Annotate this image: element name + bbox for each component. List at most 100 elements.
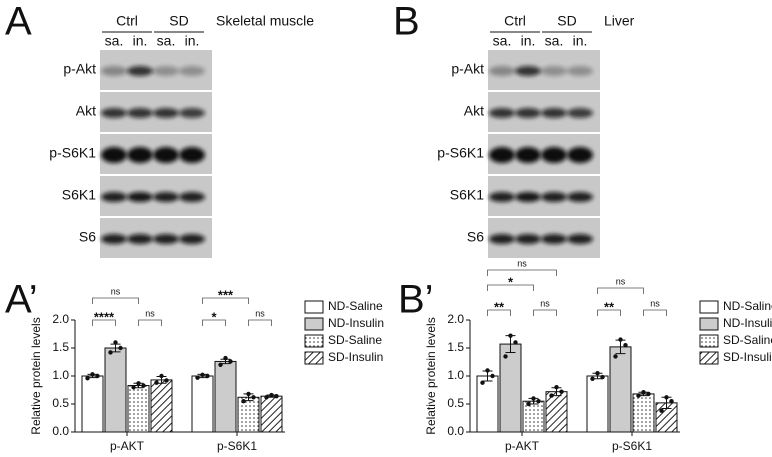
band: [127, 234, 153, 244]
lane-label: in.: [185, 33, 200, 49]
legend-swatch: [699, 317, 719, 331]
data-point: [485, 368, 490, 373]
data-point: [503, 354, 508, 359]
significance-label: ***: [218, 287, 234, 302]
legend-swatch: [304, 351, 324, 365]
data-point: [251, 395, 256, 400]
legend-label: SD-Saline: [723, 333, 772, 347]
bar: [632, 393, 655, 433]
legend-swatch: [699, 300, 719, 314]
significance-bracket: [202, 297, 249, 304]
significance-bracket: [248, 319, 272, 326]
bar: [499, 343, 522, 433]
panel-letter: A: [5, 0, 32, 44]
band: [127, 66, 153, 76]
bar: [127, 385, 150, 433]
data-point: [600, 374, 605, 380]
band: [101, 108, 127, 118]
band: [515, 66, 541, 76]
significance-label: *: [508, 274, 514, 289]
significance-bracket: [138, 319, 162, 326]
band: [153, 66, 179, 76]
data-point: [85, 376, 90, 381]
lane-label: sa.: [545, 33, 564, 49]
bar: [522, 400, 545, 433]
band: [541, 234, 567, 244]
data-point: [513, 340, 518, 345]
y-tick-label: 0.0: [52, 424, 69, 438]
row-label: Akt: [76, 103, 96, 119]
band: [489, 108, 515, 118]
group-label: SD: [557, 13, 576, 29]
legend-label: ND-Saline: [328, 299, 383, 313]
lane-label: sa.: [157, 33, 176, 49]
x-tick-label: p-S6K1: [217, 439, 257, 453]
legend-label: SD-Saline: [328, 333, 382, 347]
legend-swatch: [304, 300, 324, 314]
band: [101, 147, 127, 163]
band: [489, 66, 515, 76]
band: [153, 234, 179, 244]
data-point: [549, 393, 554, 398]
significance-bracket: [487, 284, 534, 291]
data-point: [205, 373, 210, 379]
data-point: [490, 373, 495, 379]
legend-label: ND-Saline: [723, 299, 772, 313]
bar: [150, 379, 173, 433]
bar: [476, 375, 499, 433]
data-point: [136, 381, 141, 386]
group-label: SD: [169, 13, 188, 29]
significance-bracket: [533, 309, 557, 316]
data-point: [664, 395, 669, 400]
data-point: [613, 354, 618, 359]
data-point: [113, 340, 118, 345]
data-point: [264, 395, 269, 400]
band: [515, 192, 541, 202]
data-point: [228, 359, 233, 364]
significance-bracket: [643, 309, 667, 316]
band: [179, 147, 205, 163]
data-point: [141, 383, 146, 388]
band: [515, 147, 541, 163]
band: [127, 108, 153, 118]
band: [127, 192, 153, 202]
band: [515, 108, 541, 118]
y-tick-label: 2.0: [447, 312, 464, 326]
data-point: [164, 378, 169, 383]
significance-bracket: [92, 319, 116, 326]
band: [541, 66, 567, 76]
significance-bracket: [597, 287, 644, 294]
data-point: [536, 399, 541, 404]
row-label: p-S6K1: [437, 145, 484, 161]
significance-bracket: [597, 309, 621, 316]
data-point: [636, 393, 641, 398]
significance-label: ns: [145, 308, 155, 318]
row-label: p-S6K1: [49, 145, 96, 161]
lane-label: in.: [521, 33, 536, 49]
band: [541, 108, 567, 118]
y-axis-label: Relative protein levels: [424, 317, 438, 434]
data-point: [200, 372, 205, 378]
data-point: [108, 350, 113, 355]
lane-label: in.: [133, 33, 148, 49]
band: [179, 108, 205, 118]
data-point: [531, 396, 536, 401]
significance-bracket: [92, 297, 139, 304]
band: [153, 192, 179, 202]
bar: [545, 391, 568, 433]
data-point: [95, 373, 100, 379]
significance-label: ns: [540, 298, 550, 308]
legend-swatch: [304, 317, 324, 331]
data-point: [195, 375, 200, 380]
lane-label: in.: [573, 33, 588, 49]
data-point: [159, 373, 164, 379]
group-label: Ctrl: [116, 13, 138, 29]
data-point: [223, 355, 228, 361]
significance-label: ****: [94, 309, 115, 324]
significance-label: ns: [517, 258, 527, 268]
row-label: S6: [467, 229, 484, 245]
band: [489, 147, 515, 163]
band: [567, 108, 593, 118]
group-label: Ctrl: [504, 13, 526, 29]
